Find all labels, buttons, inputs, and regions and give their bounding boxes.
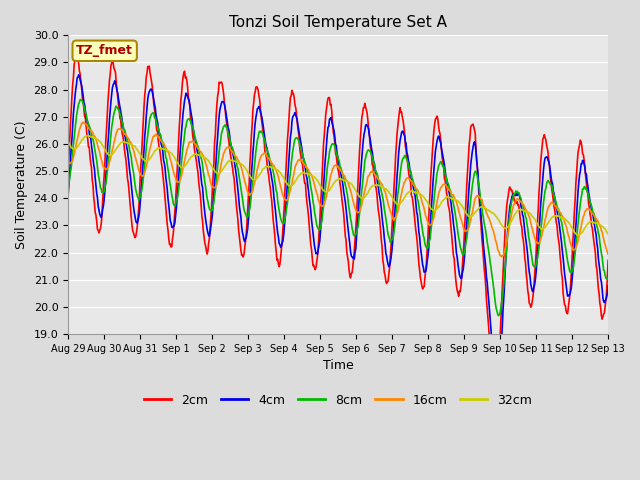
Legend: 2cm, 4cm, 8cm, 16cm, 32cm: 2cm, 4cm, 8cm, 16cm, 32cm [139,389,538,411]
4cm [420,269,428,275]
8cm [420,235,428,241]
32cm [574,232,582,238]
8cm [185,116,193,122]
4cm [604,283,612,288]
16cm [420,206,428,212]
4cm [74,74,82,80]
2cm [492,390,499,396]
X-axis label: Time: Time [323,360,353,372]
32cm [214,171,221,177]
32cm [131,143,138,149]
32cm [84,133,92,139]
Line: 2cm: 2cm [68,56,608,393]
2cm [604,257,612,263]
8cm [495,313,502,319]
2cm [404,167,412,173]
16cm [64,158,72,164]
Line: 32cm: 32cm [68,136,608,235]
16cm [131,150,138,156]
Line: 4cm: 4cm [68,75,608,381]
32cm [404,190,412,195]
16cm [74,134,82,140]
Text: TZ_fmet: TZ_fmet [76,44,133,57]
2cm [420,284,428,289]
4cm [131,209,138,215]
Line: 8cm: 8cm [68,99,608,316]
32cm [64,139,72,144]
32cm [185,156,193,162]
Title: Tonzi Soil Temperature Set A: Tonzi Soil Temperature Set A [229,15,447,30]
4cm [493,378,501,384]
2cm [74,53,81,59]
4cm [75,72,83,78]
16cm [185,140,193,145]
32cm [74,143,82,149]
8cm [131,176,138,181]
2cm [64,165,72,170]
16cm [498,254,506,260]
4cm [64,192,72,197]
4cm [404,158,412,164]
2cm [131,233,138,239]
4cm [185,97,193,103]
2cm [214,94,221,99]
16cm [214,178,221,184]
8cm [64,184,72,190]
4cm [214,134,221,140]
16cm [404,175,412,181]
Y-axis label: Soil Temperature (C): Soil Temperature (C) [15,120,28,249]
8cm [214,163,221,169]
8cm [404,162,412,168]
8cm [76,96,84,102]
Line: 16cm: 16cm [68,122,608,257]
32cm [604,231,612,237]
2cm [75,60,83,66]
8cm [604,276,612,281]
16cm [79,119,87,125]
16cm [604,252,612,257]
32cm [420,195,428,201]
2cm [185,98,193,104]
8cm [74,105,82,110]
